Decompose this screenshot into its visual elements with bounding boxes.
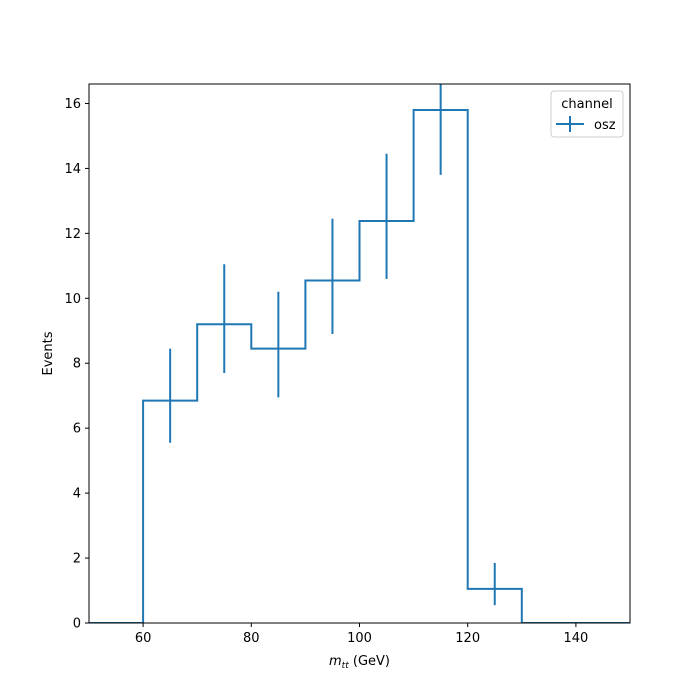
y-tick-label: 12 <box>64 227 81 242</box>
legend-label-osz: osz <box>594 118 616 133</box>
y-tick-label: 16 <box>64 97 81 112</box>
x-axis: 60 80 100 120 140 <box>135 623 588 646</box>
legend: channel osz <box>550 90 624 138</box>
y-tick-label: 6 <box>73 422 81 437</box>
histogram-step-line <box>89 108 630 623</box>
x-tick-label: 60 <box>135 631 152 646</box>
y-tick-label: 4 <box>73 487 81 502</box>
y-tick-label: 10 <box>64 292 81 307</box>
y-axis: 0 2 4 6 8 10 12 14 16 <box>64 97 89 632</box>
x-axis-label-subscript: tt <box>342 661 350 671</box>
x-tick-label: 100 <box>347 631 372 646</box>
x-axis-label: mtt (GeV) <box>329 654 390 671</box>
x-tick-label: 140 <box>563 631 588 646</box>
legend-title: channel <box>561 97 612 112</box>
y-tick-label: 2 <box>73 552 81 567</box>
legend-marker-osz <box>556 116 584 132</box>
x-axis-label-unit: (GeV) <box>349 654 390 669</box>
x-axis-label-symbol: m <box>329 654 342 669</box>
y-axis-label: Events <box>41 331 56 375</box>
x-tick-label: 80 <box>243 631 260 646</box>
series-osz <box>89 84 630 623</box>
y-tick-label: 8 <box>73 357 81 372</box>
x-tick-label: 120 <box>455 631 480 646</box>
plot-area <box>89 84 630 623</box>
y-tick-label: 0 <box>73 617 81 632</box>
y-tick-label: 14 <box>64 162 81 177</box>
